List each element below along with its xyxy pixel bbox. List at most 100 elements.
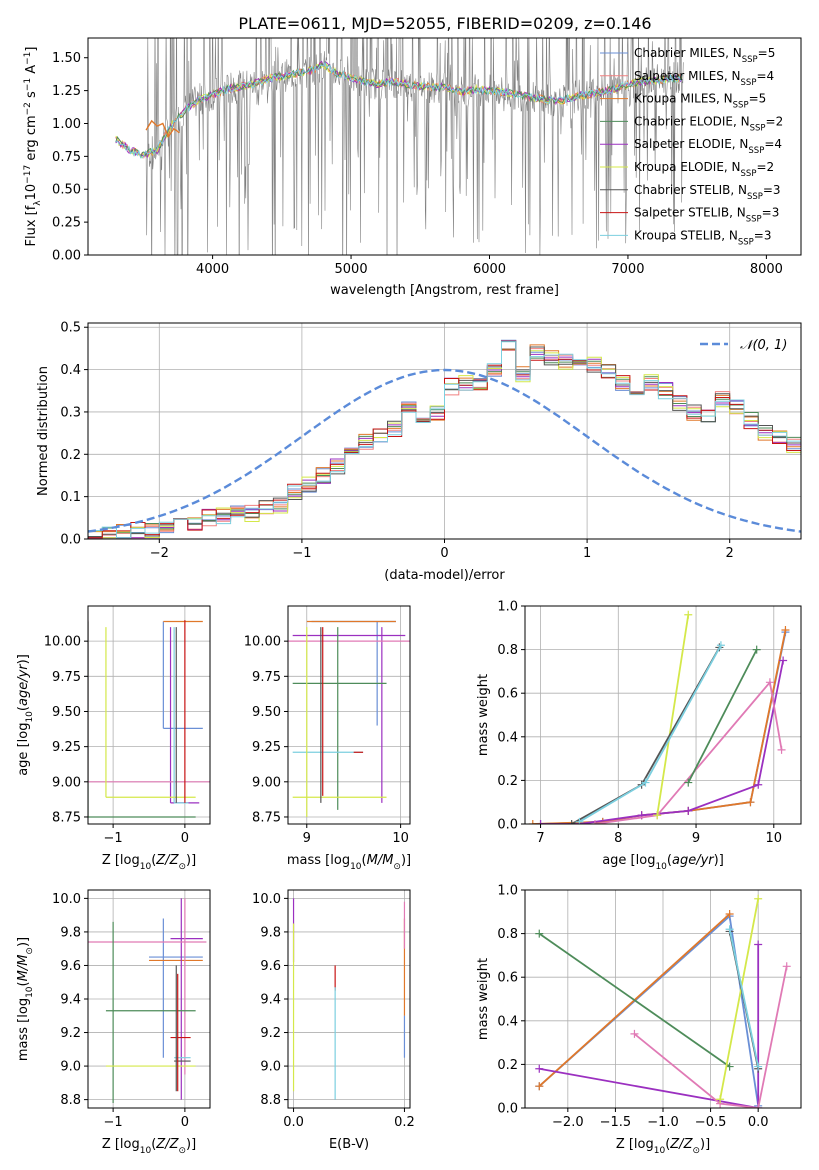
mass_vs_ebv-ytick-label: 10.0 (252, 892, 281, 907)
series-marker-pink (765, 678, 774, 687)
mass_vs_Z-frame (87, 889, 211, 1109)
series-line-kroupa_miles (532, 629, 787, 824)
legend-label-chabrier_elodie: Chabrier ELODIE, NSSP=2 (634, 114, 783, 133)
legend-label-salpeter_stelib: Salpeter STELIB, NSSP=3 (634, 206, 779, 225)
spectrum-data-line (145, 38, 684, 255)
massweight_vs_age-xtick-label: 7 (536, 831, 544, 846)
residuals-ytick-label: 0.2 (60, 448, 81, 463)
residuals-xtick-label: −1 (292, 546, 311, 561)
series-marker-kroupa_elodie (653, 811, 662, 820)
series-marker-kroupa_elodie (684, 610, 693, 619)
age_vs_mass-ytick-label: 9.75 (252, 670, 281, 685)
age_vs_mass-ytick-label: 9.50 (252, 705, 281, 720)
spectrum-ytick-label: 0.25 (52, 216, 81, 231)
spectrum-xtick-label: 6000 (473, 262, 506, 277)
legend-label-salpeter_elodie: Salpeter ELODIE, NSSP=4 (634, 137, 782, 156)
series-marker-kroupa_stelib (716, 641, 725, 650)
mass_vs_ebv-axes: 0.0 0.2 8.8 9.0 9.2 9.4 9.6 9.8 10.0 (252, 890, 415, 1130)
series-marker-pink (754, 1104, 763, 1108)
series-marker-kroupa_miles (725, 909, 734, 918)
massweight_vs_Z-axes: −2.0 −1.5 −1.0 −0.5 0.0 0.0 0.2 0.4 0.6 0.8 1.0 (497, 884, 801, 1130)
series-line-kroupa_elodie (719, 898, 760, 1100)
massweight_vs_age-ytick-label: 0.6 (497, 687, 518, 702)
age_vs_Z-ytick-label: 9.50 (52, 705, 81, 720)
series-line-kroupa_stelib (728, 929, 760, 1067)
series-marker-chabrier_stelib (567, 820, 576, 824)
residuals-xlabel: (data-model)/error (384, 568, 505, 583)
spectrum-miles-early-line (145, 119, 180, 139)
series-line-kroupa_stelib (578, 644, 722, 823)
spectrum-ylabel: Flux [fλ10−17 erg cm−2 s−1 A−1] (23, 47, 43, 247)
mass_vs_ebv-xtick-label: 0.0 (283, 1115, 304, 1130)
massweight_vs_Z-xlabel: Z [log10(Z/Z⊙)] (616, 1137, 710, 1156)
age_vs_Z-ytick-label: 9.00 (52, 775, 81, 790)
spectrum-ytick-label: 0.50 (52, 183, 81, 198)
mass_vs_ebv-xlabel: E(B-V) (329, 1137, 369, 1152)
series-line-pink (594, 680, 783, 824)
massweight_vs_age-ylabel: mass weight (476, 674, 491, 756)
mass_vs_ebv-plot (292, 898, 406, 1100)
spectrum-model-line-salpeter_miles (115, 63, 683, 160)
series-marker-pink (630, 1029, 639, 1038)
series-marker-kroupa_stelib (754, 1062, 763, 1071)
spectrum-ytick-label: 1.25 (52, 84, 81, 99)
spectrum-xtick-label: 4000 (196, 262, 229, 277)
legend-label-salpeter_miles: Salpeter MILES, NSSP=4 (634, 69, 774, 88)
mass_vs_Z-xtick-label: 0 (181, 1115, 189, 1130)
mass_vs_ebv-ytick-label: 9.4 (260, 993, 281, 1008)
massweight_vs_age-plot (528, 610, 790, 824)
series-marker-kroupa_miles (746, 798, 755, 807)
spectrum-xlabel: wavelength [Angstrom, rest frame] (330, 283, 559, 298)
massweight_vs_Z-xtick-label: −1.5 (600, 1115, 632, 1130)
age_vs_Z-xlabel: Z [log10(Z/Z⊙)] (102, 853, 196, 872)
massweight_vs_age-xtick-label: 10 (766, 831, 783, 846)
massweight_vs_age-axes: 7 8 9 10 0.0 0.2 0.4 0.6 0.8 1.0 (497, 600, 801, 846)
gaussian-legend-label: 𝒩(0, 1) (740, 338, 787, 353)
massweight_vs_Z-frame (524, 889, 802, 1109)
mass_vs_ebv-xtick-label: 0.2 (394, 1115, 415, 1130)
age_vs_mass-xtick-label: 9 (303, 831, 311, 846)
gaussian-curve (88, 368, 801, 533)
mass_vs_Z-ytick-label: 10.0 (52, 892, 81, 907)
series-line-chabrier_elodie (687, 649, 758, 784)
spectrum-ytick-label: 1.50 (52, 51, 81, 66)
mass_vs_ebv-ytick-label: 9.2 (260, 1026, 281, 1041)
residuals-ylabel: Normed distribution (36, 366, 51, 496)
massweight_vs_Z-ytick-label: 1.0 (497, 884, 518, 899)
spectrum-xtick-label: 5000 (335, 262, 368, 277)
massweight_vs_Z-ytick-label: 0.8 (497, 927, 518, 942)
mass_vs_Z-ytick-label: 8.8 (60, 1093, 81, 1108)
series-marker-chabrier_elodie (684, 778, 693, 787)
age_vs_mass-xlabel: mass [log10(M/M⊙)] (287, 853, 411, 872)
mass_vs_ebv-ytick-label: 9.8 (260, 925, 281, 940)
spectrum-plot (115, 38, 684, 255)
age_vs_Z-xtick-label: 0 (181, 831, 189, 846)
series-marker-salpeter_elodie (754, 780, 763, 789)
series-marker-salpeter_elodie (684, 806, 693, 815)
series-marker-kroupa_stelib (575, 817, 584, 824)
residuals-plot (88, 339, 801, 539)
age_vs_mass-ytick-label: 9.00 (252, 775, 281, 790)
age_vs_mass-xtick-label: 10 (392, 831, 409, 846)
massweight_vs_Z-ytick-label: 0.2 (497, 1058, 518, 1073)
residuals-xtick-label: 1 (583, 546, 591, 561)
residuals-ytick-label: 0.5 (60, 321, 81, 336)
massweight_vs_Z-ytick-label: 0.6 (497, 971, 518, 986)
massweight_vs_age-ytick-label: 0.8 (497, 643, 518, 658)
massweight_vs_Z-ylabel: mass weight (476, 958, 491, 1040)
massweight_vs_age-xtick-label: 8 (614, 831, 622, 846)
massweight_vs_Z-xtick-label: −1.0 (647, 1115, 679, 1130)
series-marker-salpeter_elodie (754, 940, 763, 949)
series-marker-salpeter_elodie (779, 656, 788, 665)
residuals-ytick-label: 0.1 (60, 490, 81, 505)
massweight_vs_age-ytick-label: 1.0 (497, 600, 518, 615)
mass_vs_ebv-ytick-label: 8.8 (260, 1093, 281, 1108)
series-marker-salpeter_elodie (535, 1064, 544, 1073)
massweight_vs_age-ytick-label: 0.4 (497, 730, 518, 745)
age_vs_Z-ytick-label: 10.00 (44, 635, 81, 650)
massweight_vs_age-ytick-label: 0.2 (497, 774, 518, 789)
series-line-salpeter_elodie (539, 944, 760, 1108)
series-marker-salpeter_elodie (536, 820, 545, 824)
mass_vs_Z-ylabel: mass [log10(M/M⊙)] (16, 937, 35, 1061)
